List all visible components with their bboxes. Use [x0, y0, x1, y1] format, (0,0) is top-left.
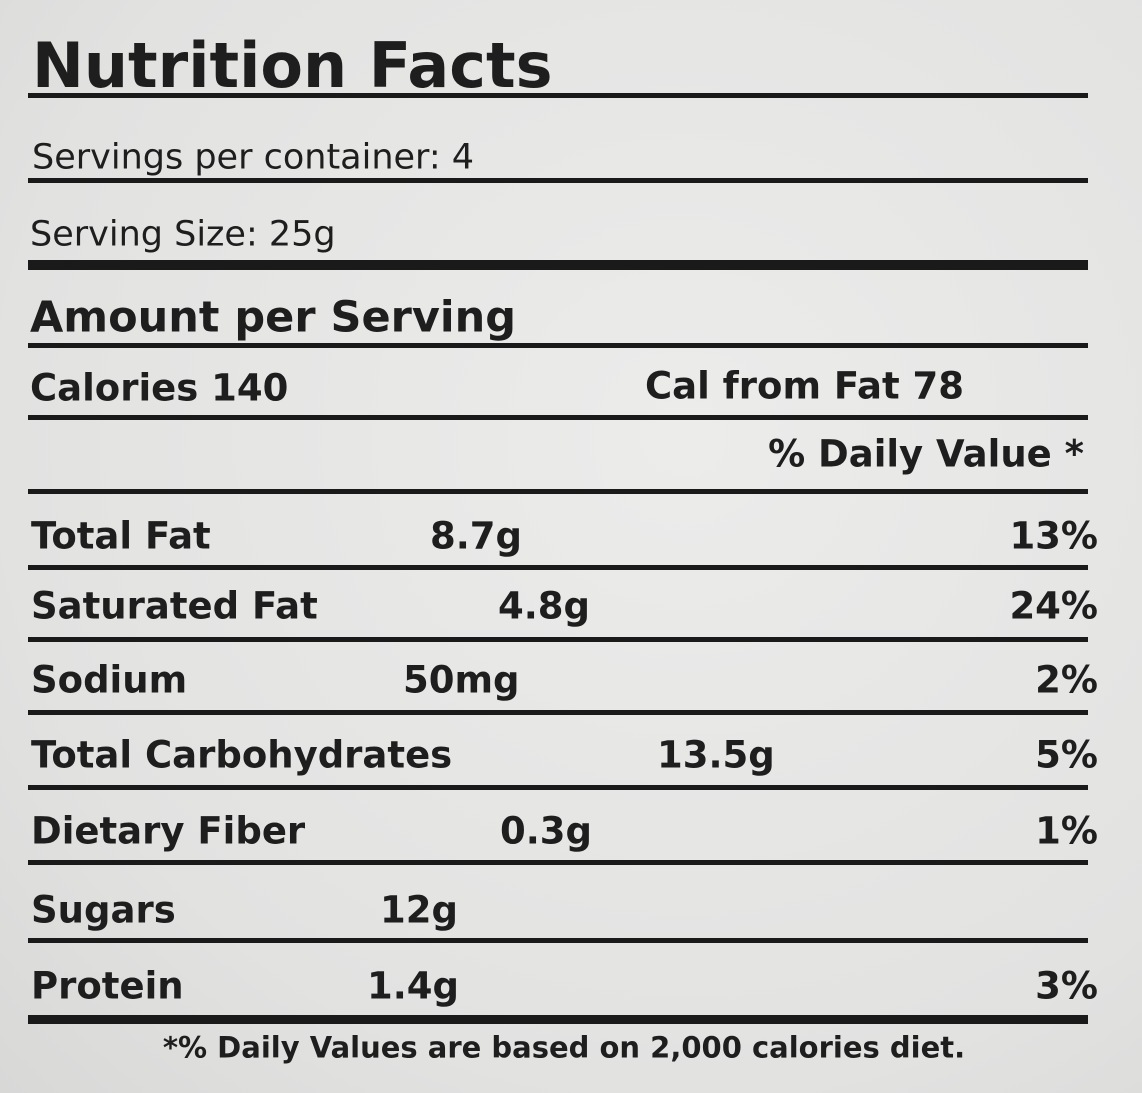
rule: [28, 637, 1088, 642]
nutrient-dv: 3%: [1035, 964, 1098, 1008]
nutrient-name: Total Fat: [31, 514, 211, 558]
rule: [28, 860, 1088, 865]
serving-size: Serving Size: 25g: [30, 214, 336, 255]
nutrient-name: Saturated Fat: [31, 584, 318, 628]
nutrient-name: Total Carbohydrates: [31, 733, 453, 777]
nutrient-amount: 13.5g: [657, 733, 775, 777]
nutrient-dv: 13%: [1009, 514, 1098, 558]
rule: [28, 260, 1088, 270]
calories-from-fat: Cal from Fat 78: [645, 364, 965, 408]
rule: [28, 565, 1088, 570]
rule: [28, 938, 1088, 943]
nutrient-dv: 5%: [1035, 733, 1098, 777]
title: Nutrition Facts: [32, 29, 553, 102]
rule: [28, 710, 1088, 715]
calories: Calories 140: [30, 366, 289, 410]
nutrient-amount: 50mg: [403, 658, 520, 702]
rule: [28, 489, 1088, 494]
nutrient-dv: 24%: [1009, 584, 1098, 628]
rule: [28, 415, 1088, 420]
servings: Servings per container: 4: [32, 137, 475, 178]
nutrient-amount: 12g: [380, 888, 458, 932]
nutrient-name: Sodium: [31, 658, 188, 702]
nutrient-dv: 2%: [1035, 658, 1098, 702]
rule: [28, 178, 1088, 183]
nutrient-amount: 8.7g: [430, 514, 523, 558]
nutrient-name: Protein: [31, 964, 184, 1008]
rule: [28, 1015, 1088, 1024]
rule: [28, 93, 1088, 98]
nutrient-name: Sugars: [31, 888, 176, 932]
nutrient-amount: 0.3g: [500, 809, 593, 853]
nutrient-amount: 4.8g: [498, 584, 591, 628]
nutrient-name: Dietary Fiber: [31, 809, 306, 853]
amount-heading: Amount per Serving: [30, 292, 516, 343]
nutrient-amount: 1.4g: [367, 964, 460, 1008]
rule: [28, 785, 1088, 790]
footnote: *% Daily Values are based on 2,000 calor…: [162, 1030, 966, 1065]
rule: [28, 343, 1088, 348]
daily-value-heading: % Daily Value *: [768, 432, 1084, 476]
nutrient-dv: 1%: [1035, 809, 1098, 853]
